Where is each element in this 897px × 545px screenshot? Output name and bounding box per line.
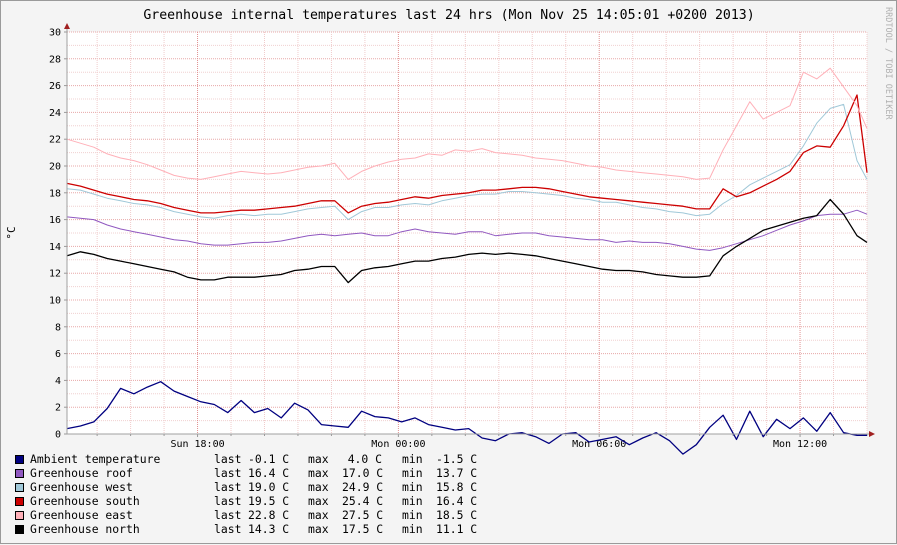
series-lines [66,67,868,455]
legend-min-key: min [402,466,423,480]
legend-min-value: -1.5 C [436,452,478,466]
legend-swatch [15,454,24,464]
x-tick-label: Mon 12:00 [773,439,827,450]
legend-series-name: Greenhouse east [30,508,133,522]
legend-series-name: Ambient temperature [30,452,161,466]
legend-last-key: last [214,522,242,536]
legend-last-key: last [214,466,242,480]
legend-swatch [15,496,24,506]
legend-last-value: 16.4 C [248,466,290,480]
legend-max-value: 17.5 C [342,522,384,536]
legend-min-key: min [402,480,423,494]
legend-min-key: min [402,508,423,522]
legend-last-key: last [214,508,242,522]
legend-max-key: max [308,494,329,508]
legend-row: Greenhouse east last 22.8 C max 27.5 C min 18.… [15,508,496,522]
legend-row: Greenhouse south last 19.5 C max 25.4 C min 16… [15,494,496,508]
chart-title: Greenhouse internal temperatures last 24… [143,8,754,23]
legend-row: Greenhouse west last 19.0 C max 24.9 C min 15.… [15,480,496,494]
legend-swatch [15,524,24,534]
legend-last-key: last [214,480,242,494]
y-axis-label: °C [5,226,18,239]
legend: Ambient temperature last -0.1 C max 4.0 C min… [15,452,496,536]
legend-min-value: 11.1 C [436,522,478,536]
rrdtool-credit: RRDTOOL / TOBI OETIKER [883,7,893,120]
y-tick-label: 0 [55,430,61,441]
legend-max-value: 27.5 C [342,508,384,522]
legend-min-key: min [402,452,423,466]
legend-last-value: 19.0 C [248,480,290,494]
legend-swatch [15,482,24,492]
legend-series-name: Greenhouse west [30,480,133,494]
legend-row: Ambient temperature last -0.1 C max 4.0 C min… [15,452,496,466]
legend-last-value: 22.8 C [248,508,290,522]
x-axis-ticks: Sun 18:00 Mon 00:00 Mon 06:00 Mon 12:00 [96,434,868,450]
x-tick-label: Mon 00:00 [371,439,425,450]
legend-max-value: 17.0 C [342,466,384,480]
legend-max-key: max [308,508,329,522]
y-tick-label: 10 [49,296,61,307]
x-tick-label: Mon 06:00 [572,439,626,450]
legend-last-key: last [214,452,242,466]
legend-max-value: 25.4 C [342,494,384,508]
legend-last-value: -0.1 C [248,452,290,466]
y-tick-label: 26 [49,81,61,92]
y-tick-label: 12 [49,269,61,280]
legend-max-key: max [308,522,329,536]
y-tick-label: 14 [49,242,61,253]
legend-max-key: max [308,480,329,494]
legend-max-key: max [308,466,329,480]
y-tick-label: 20 [49,162,61,173]
legend-series-name: Greenhouse roof [30,466,133,480]
series-line-greenhouse-east [66,67,868,180]
legend-max-key: max [308,452,329,466]
legend-min-key: min [402,494,423,508]
legend-swatch [15,468,24,478]
legend-min-value: 16.4 C [436,494,478,508]
legend-min-value: 15.8 C [436,480,478,494]
legend-max-value: 24.9 C [342,480,384,494]
x-tick-label: Sun 18:00 [170,439,224,450]
legend-last-key: last [214,494,242,508]
legend-swatch [15,510,24,520]
legend-last-value: 19.5 C [248,494,290,508]
y-tick-label: 18 [49,188,61,199]
y-tick-label: 16 [49,215,61,226]
legend-last-value: 14.3 C [248,522,290,536]
series-line-greenhouse-south [66,94,868,214]
axes [64,23,875,437]
legend-row: Greenhouse north last 14.3 C max 17.5 C min 11… [15,522,496,536]
grid-lines [67,31,868,435]
series-line-greenhouse-west [66,103,868,221]
y-axis-arrow-icon [64,23,70,29]
series-line-ambient-temperature [66,381,867,455]
y-tick-label: 30 [49,28,61,39]
legend-min-value: 13.7 C [436,466,478,480]
legend-min-key: min [402,522,423,536]
legend-series-name: Greenhouse south [30,494,140,508]
y-tick-label: 8 [55,322,61,333]
y-tick-label: 22 [49,135,61,146]
y-tick-label: 28 [49,54,61,65]
y-tick-label: 24 [49,108,61,119]
y-tick-label: 6 [55,349,61,360]
y-tick-label: 4 [55,376,61,387]
series-line-greenhouse-north [66,198,868,284]
x-axis-arrow-icon [869,431,875,437]
legend-row: Greenhouse roof last 16.4 C max 17.0 C min 13.… [15,466,496,480]
y-tick-label: 2 [55,403,61,414]
legend-min-value: 18.5 C [436,508,478,522]
legend-series-name: Greenhouse north [30,522,140,536]
legend-max-value: 4.0 C [347,452,382,466]
series-line-greenhouse-roof [66,209,868,251]
